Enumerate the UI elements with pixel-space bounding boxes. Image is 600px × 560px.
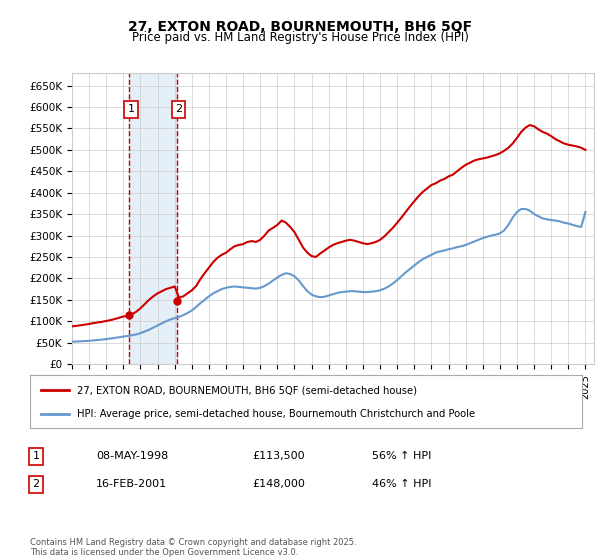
Text: £148,000: £148,000 bbox=[252, 479, 305, 489]
Text: 16-FEB-2001: 16-FEB-2001 bbox=[96, 479, 167, 489]
Text: 27, EXTON ROAD, BOURNEMOUTH, BH6 5QF: 27, EXTON ROAD, BOURNEMOUTH, BH6 5QF bbox=[128, 20, 472, 34]
Text: Price paid vs. HM Land Registry's House Price Index (HPI): Price paid vs. HM Land Registry's House … bbox=[131, 31, 469, 44]
Text: 2: 2 bbox=[32, 479, 40, 489]
Text: 2: 2 bbox=[175, 104, 182, 114]
Text: 46% ↑ HPI: 46% ↑ HPI bbox=[372, 479, 431, 489]
Text: 08-MAY-1998: 08-MAY-1998 bbox=[96, 451, 168, 461]
Bar bbox=[130, 73, 177, 364]
Text: Contains HM Land Registry data © Crown copyright and database right 2025.
This d: Contains HM Land Registry data © Crown c… bbox=[30, 538, 356, 557]
Text: 56% ↑ HPI: 56% ↑ HPI bbox=[372, 451, 431, 461]
Text: £113,500: £113,500 bbox=[252, 451, 305, 461]
Text: 1: 1 bbox=[128, 104, 134, 114]
Text: 27, EXTON ROAD, BOURNEMOUTH, BH6 5QF (semi-detached house): 27, EXTON ROAD, BOURNEMOUTH, BH6 5QF (se… bbox=[77, 385, 417, 395]
Text: HPI: Average price, semi-detached house, Bournemouth Christchurch and Poole: HPI: Average price, semi-detached house,… bbox=[77, 408, 475, 418]
Text: 1: 1 bbox=[32, 451, 40, 461]
